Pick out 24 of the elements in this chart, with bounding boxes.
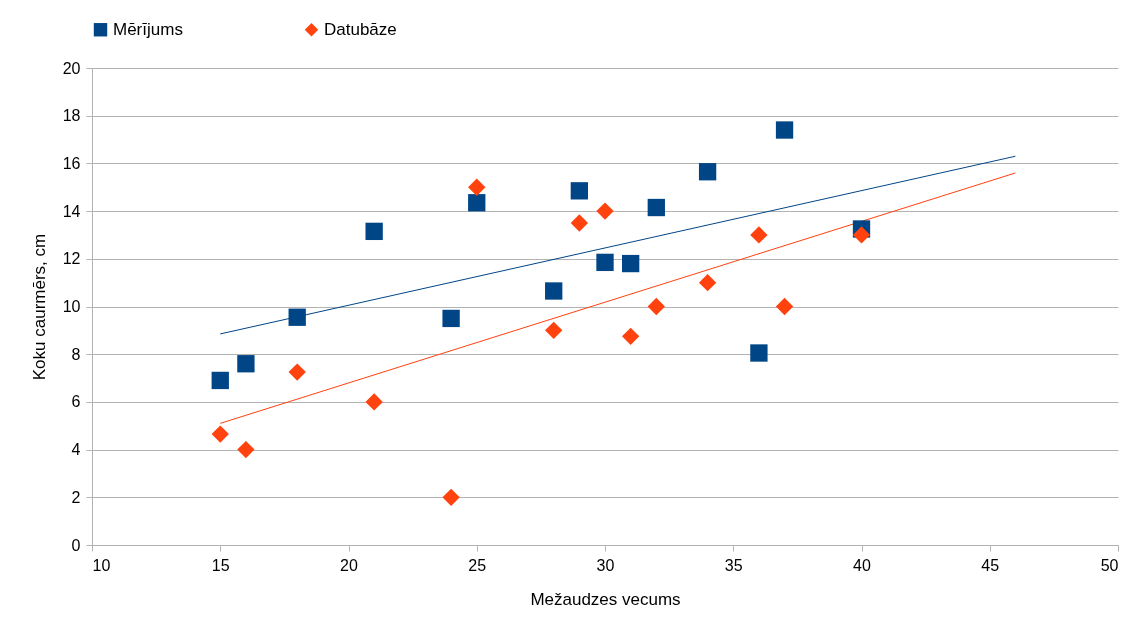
- y-tick-label: 14: [62, 202, 81, 220]
- x-tick-label: 25: [468, 556, 487, 574]
- y-tick-label: 8: [71, 345, 81, 363]
- y-tick-label: 20: [62, 59, 81, 77]
- x-tick-label: 15: [211, 556, 230, 574]
- legend-label: Datubāze: [324, 19, 397, 39]
- y-tick-label: 10: [62, 298, 81, 315]
- y-tick-label: 4: [71, 441, 81, 459]
- y-tick-label: 6: [71, 393, 81, 411]
- x-tick-label: 40: [853, 556, 871, 574]
- y-tick-label: 12: [62, 250, 81, 268]
- x-axis-title: Mežaudzes vecums: [530, 589, 681, 609]
- x-tick-label: 50: [1100, 556, 1119, 574]
- x-tick-label: 45: [981, 556, 1000, 574]
- x-tick-label: 10: [92, 556, 111, 574]
- x-tick-label: 30: [596, 556, 615, 574]
- legend-label: Mērījums: [113, 19, 183, 39]
- x-tick-label: 20: [340, 556, 358, 574]
- y-axis-title: Koku caurmērs, cm: [29, 233, 49, 381]
- y-tick-label: 2: [71, 488, 81, 506]
- y-tick-label: 0: [71, 536, 81, 554]
- y-tick-label: 16: [62, 154, 81, 172]
- x-tick-label: 35: [724, 556, 743, 574]
- y-tick-label: 18: [62, 107, 81, 125]
